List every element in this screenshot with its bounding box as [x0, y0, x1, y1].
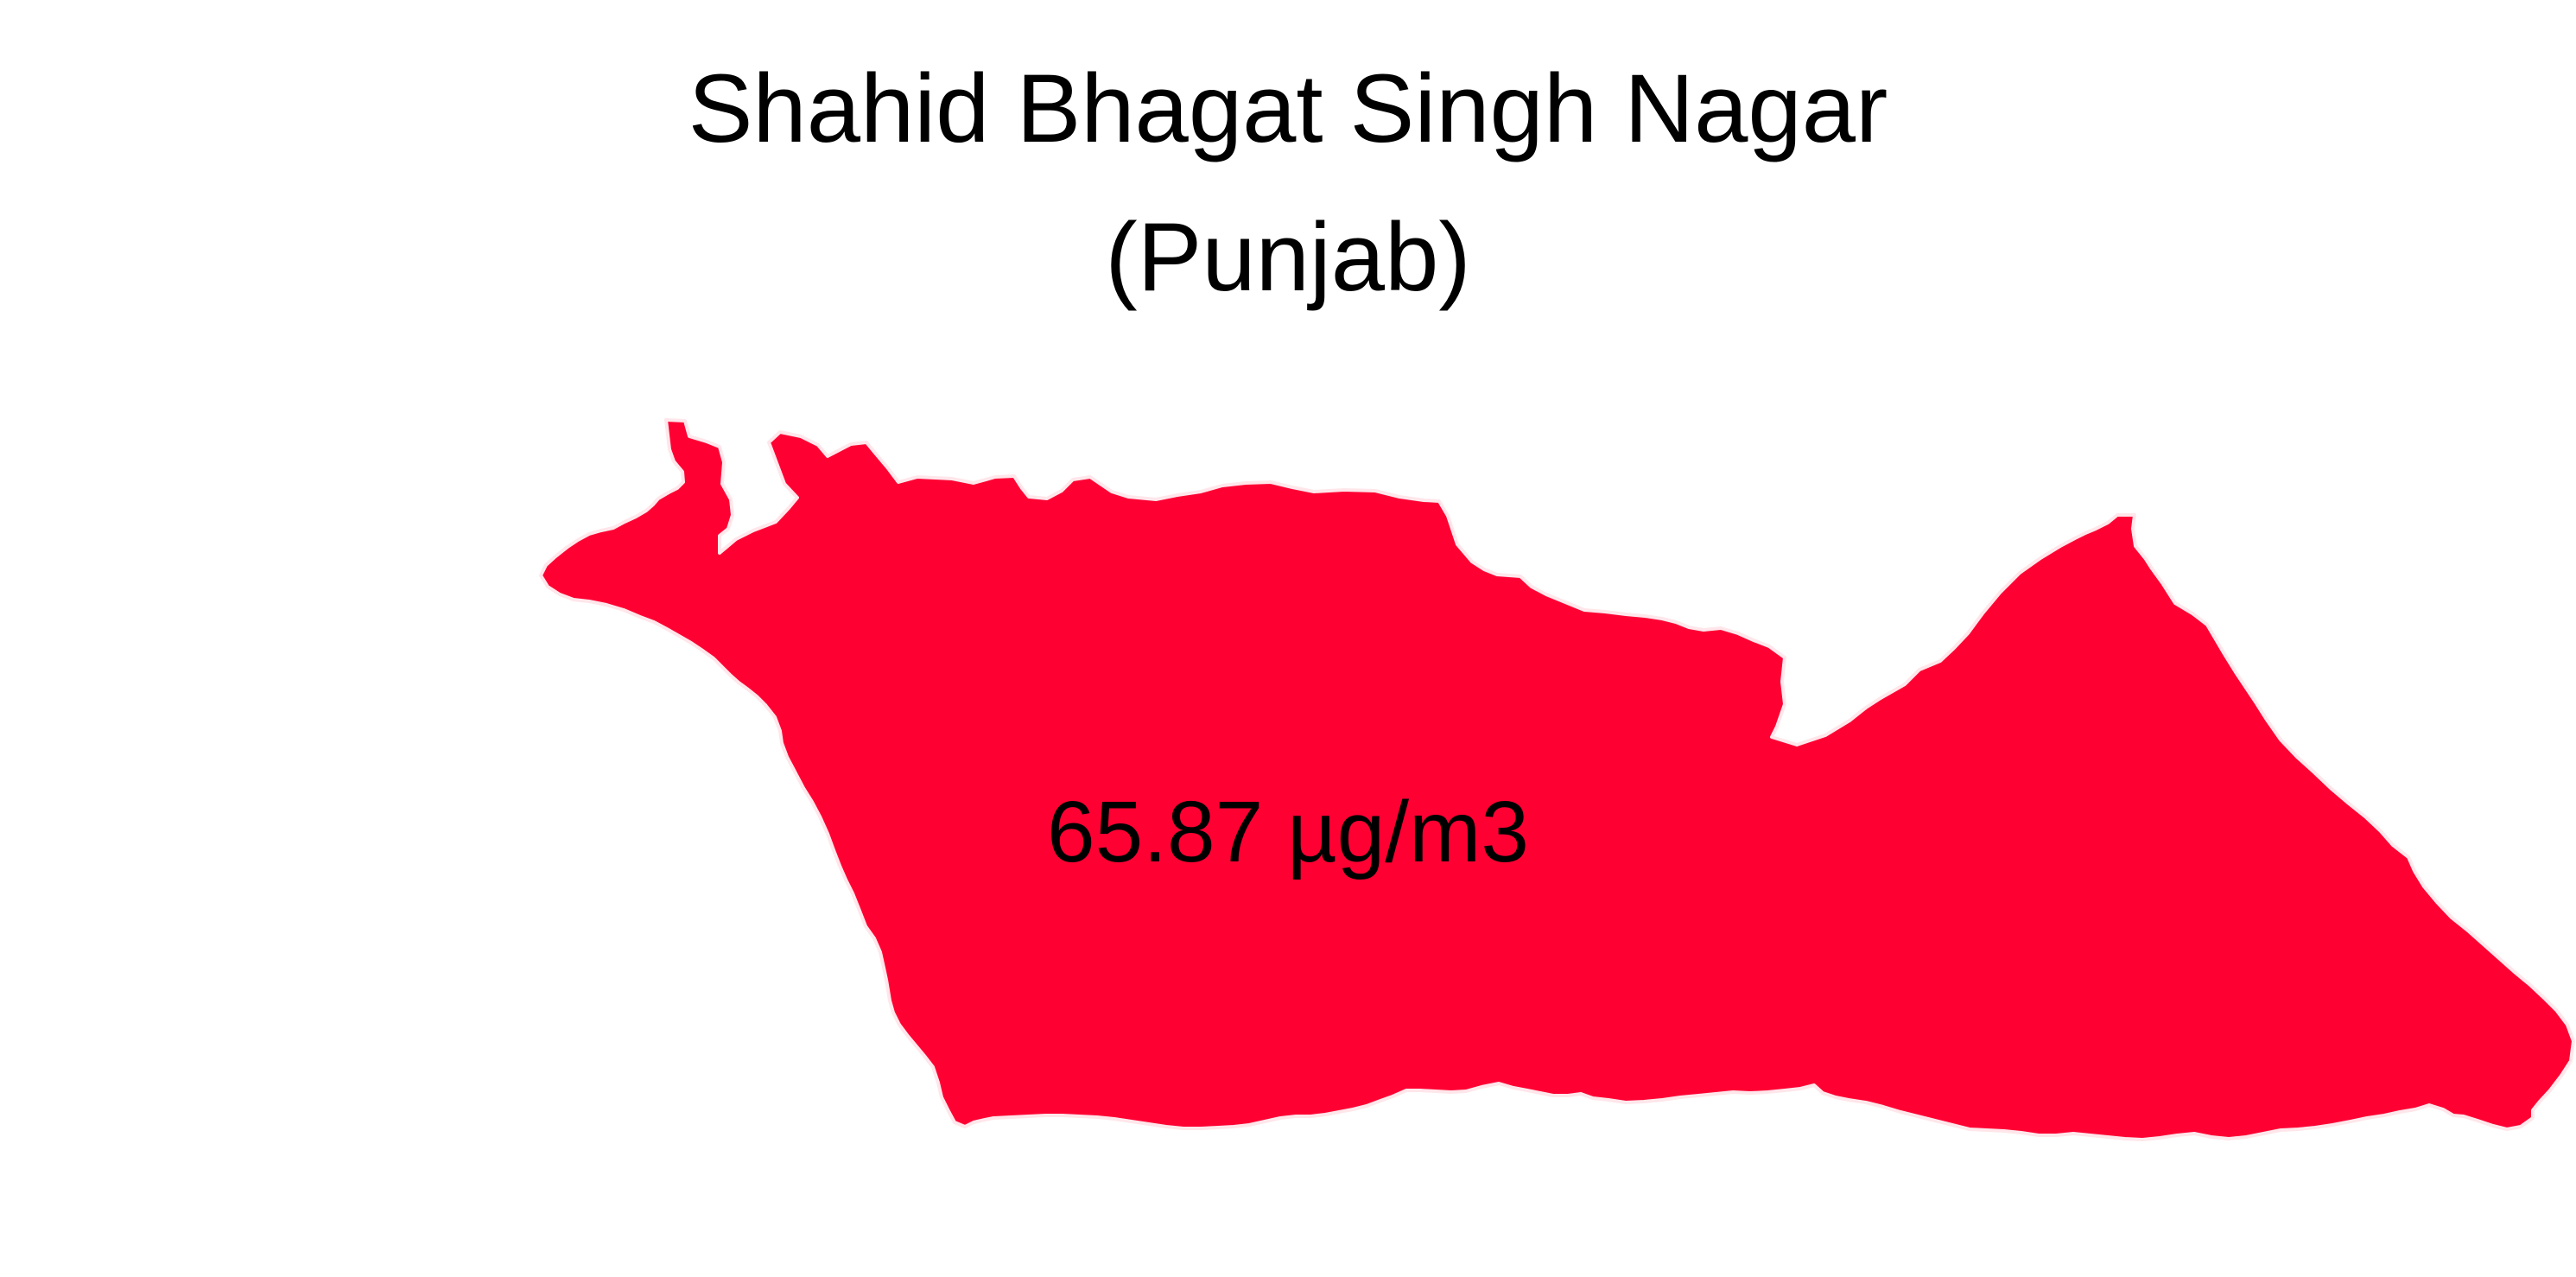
district-shape-shahid-bhagat-singh-nagar	[539, 418, 2575, 1141]
map-title: Shahid Bhagat Singh Nagar (Punjab)	[0, 35, 2576, 332]
title-state-name: (Punjab)	[1105, 203, 1471, 311]
title-district-name: Shahid Bhagat Singh Nagar	[688, 54, 1888, 162]
pm-value-label: 65.87 µg/m3	[1047, 784, 1529, 880]
